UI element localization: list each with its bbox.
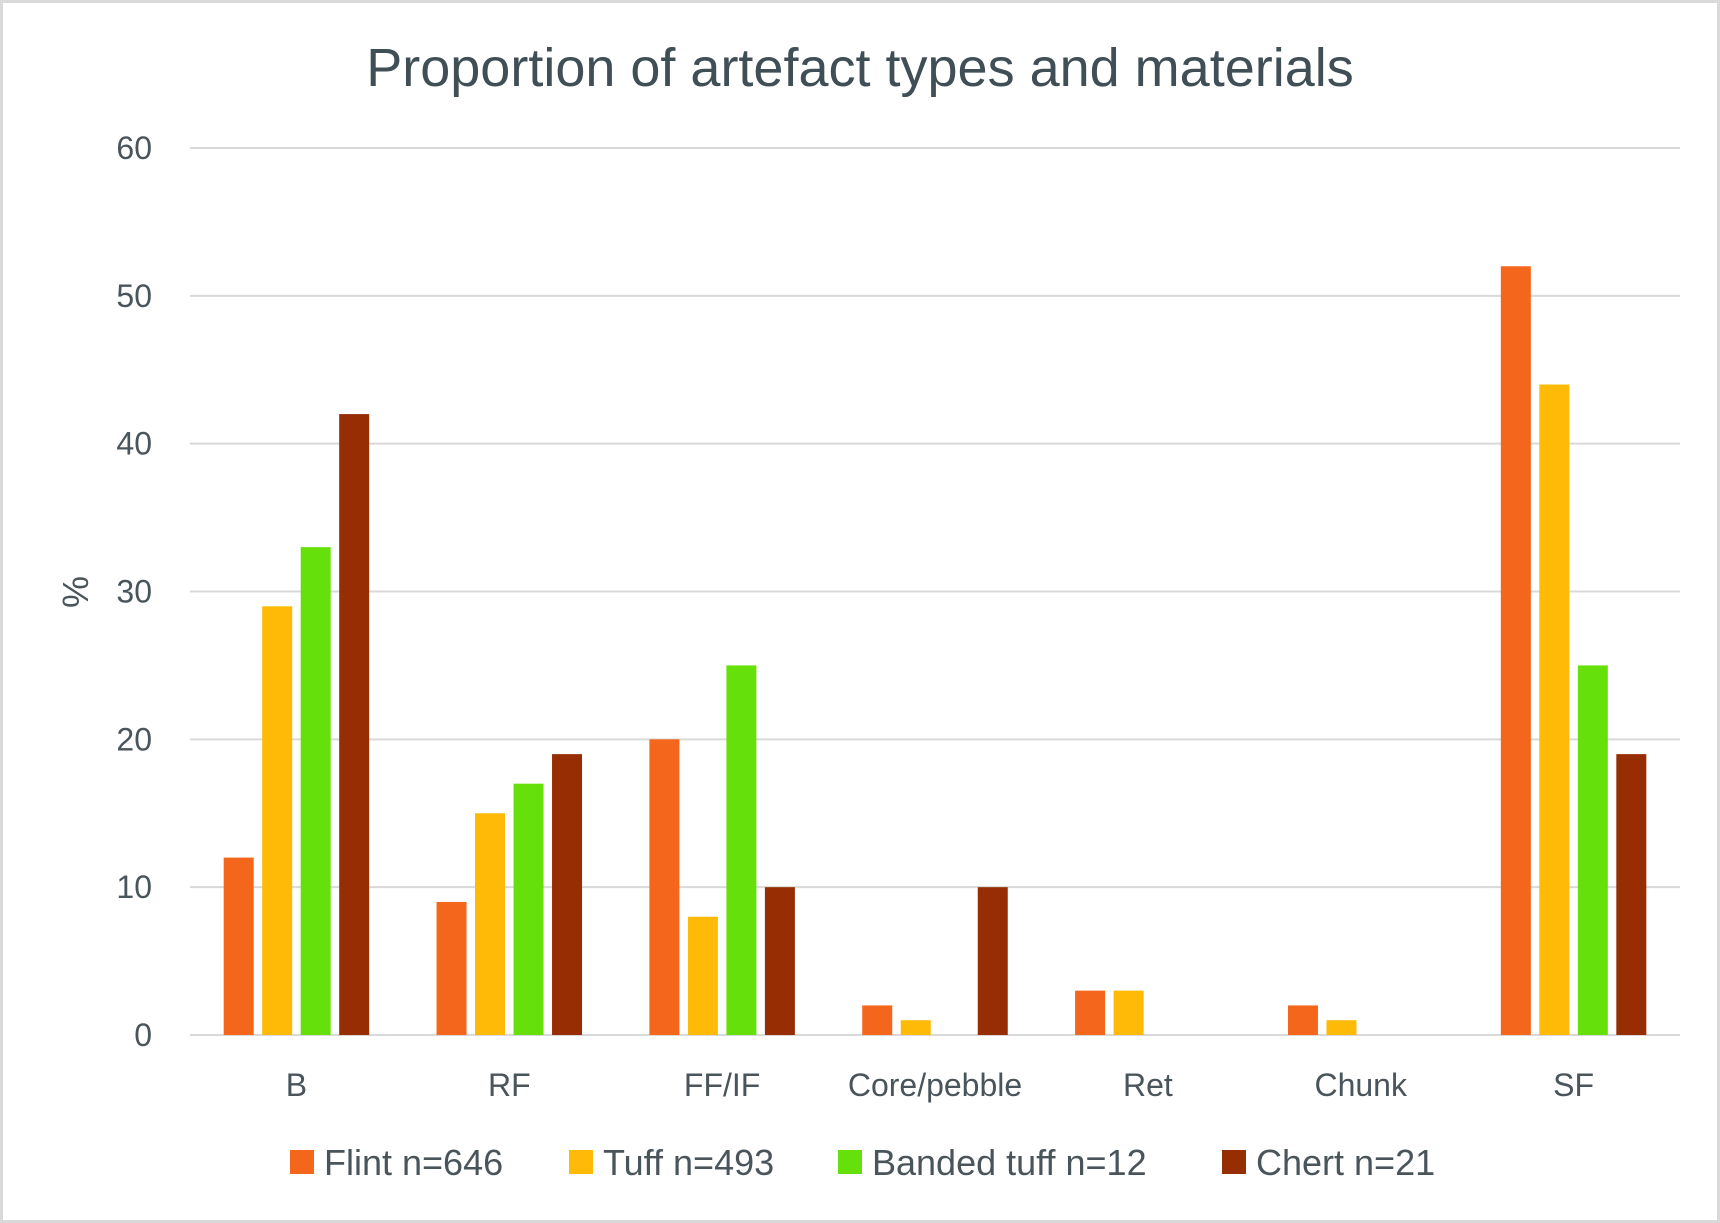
y-tick-label: 60 [116, 130, 152, 166]
y-tick-label: 40 [116, 426, 152, 462]
x-category-label: Ret [1123, 1067, 1173, 1103]
x-category-label: Core/pebble [848, 1067, 1022, 1103]
bar-b-series-2 [262, 606, 293, 1035]
bar-ff-if-series-2 [687, 916, 718, 1035]
legend-label: Banded tuff n=12 [872, 1142, 1147, 1183]
bar-sf-series-2 [1539, 384, 1570, 1035]
legend: Flint n=646 Tuff n=493 Banded tuff n=12 Che… [290, 1142, 1435, 1183]
legend-label: Tuff n=493 [603, 1142, 774, 1183]
bar-ff-if-series-4 [764, 887, 795, 1035]
legend-swatch [1222, 1150, 1246, 1174]
bar-ff-if-series-3 [726, 665, 757, 1035]
bar-rf-series-4 [552, 754, 583, 1035]
bar-sf-series-4 [1616, 754, 1647, 1035]
y-tick-label: 20 [116, 721, 152, 757]
bar-chunk-series-2 [1326, 1020, 1357, 1035]
bar-ret-series-1 [1075, 990, 1106, 1035]
y-tick-label: 0 [134, 1017, 152, 1053]
x-category-label: SF [1553, 1067, 1594, 1103]
bar-sf-series-3 [1577, 665, 1608, 1035]
bar-rf-series-2 [475, 813, 506, 1035]
y-tick-label: 10 [116, 869, 152, 905]
legend-swatch [838, 1150, 862, 1174]
bar-b-series-4 [339, 414, 370, 1036]
bar-b-series-3 [300, 547, 331, 1035]
legend-swatch [290, 1150, 314, 1174]
bar-sf-series-1 [1500, 266, 1531, 1035]
x-category-label: B [286, 1067, 307, 1103]
y-tick-label: 30 [116, 574, 152, 610]
legend-label: Chert n=21 [1256, 1142, 1435, 1183]
x-category-label: RF [488, 1067, 531, 1103]
y-axis-ticks: 0 10 20 30 40 50 60 [116, 130, 152, 1053]
x-category-label: FF/IF [684, 1067, 760, 1103]
bar-core-pebble-series-1 [862, 1005, 893, 1035]
y-tick-label: 50 [116, 278, 152, 314]
bars [223, 266, 1647, 1036]
bar-b-series-1 [223, 857, 254, 1035]
x-axis-categories: B RF FF/IF Core/pebble Ret Chunk SF [286, 1067, 1594, 1103]
bar-core-pebble-series-2 [900, 1020, 931, 1035]
gridlines [190, 147, 1680, 1036]
chart-title: Proportion of artefact types and materia… [366, 38, 1354, 98]
bar-rf-series-3 [513, 783, 544, 1035]
bar-ret-series-2 [1113, 990, 1144, 1035]
legend-swatch [569, 1150, 593, 1174]
bar-chunk-series-1 [1287, 1005, 1318, 1035]
y-axis-label: % [55, 576, 96, 608]
x-category-label: Chunk [1314, 1067, 1408, 1103]
bar-core-pebble-series-4 [977, 887, 1008, 1035]
legend-label: Flint n=646 [324, 1142, 503, 1183]
bar-rf-series-1 [436, 901, 467, 1035]
bar-ff-if-series-1 [649, 739, 680, 1035]
